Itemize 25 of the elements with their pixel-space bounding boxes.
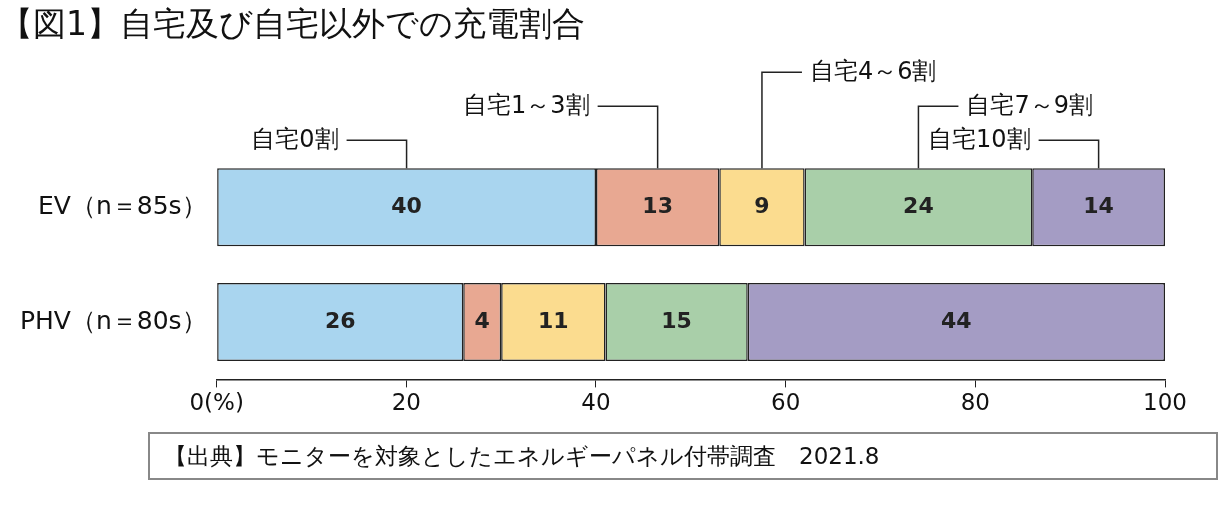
data-label: 40 [391,193,422,219]
data-label: 4 [474,307,490,333]
y-tick-label: PHV（n＝80s） [19,305,207,335]
data-label: 44 [941,307,972,333]
text: 自宅1～3割 [463,90,590,119]
text: 【出典】モニターを対象としたエネルギーパネル付帯調査 2021.8 [164,442,881,471]
data-label: 11 [538,307,569,333]
x-tick-label: 0(%) [189,389,244,416]
y-tick-label: EV（n＝85s） [38,190,207,220]
data-label: 26 [324,307,356,333]
data-label: 13 [642,193,673,219]
x-tick-label: 20 [391,389,421,416]
x-tick-label: 40 [581,389,611,416]
x-tick-label: 80 [960,389,990,416]
text: 自宅7～9割 [966,90,1093,119]
text: 自宅4～6割 [809,56,937,85]
series-label: 自宅0割 [251,124,339,153]
data-label: 9 [754,193,770,219]
x-tick-label: 100 [1143,389,1187,416]
data-label: 14 [1083,193,1114,219]
series-label: 自宅10割 [928,124,1031,153]
data-label: 24 [903,193,934,219]
chart-title: 【図1】自宅及び自宅以外での充電割合 [0,3,585,45]
x-tick-label: 60 [771,389,801,416]
data-label: 15 [661,307,692,333]
